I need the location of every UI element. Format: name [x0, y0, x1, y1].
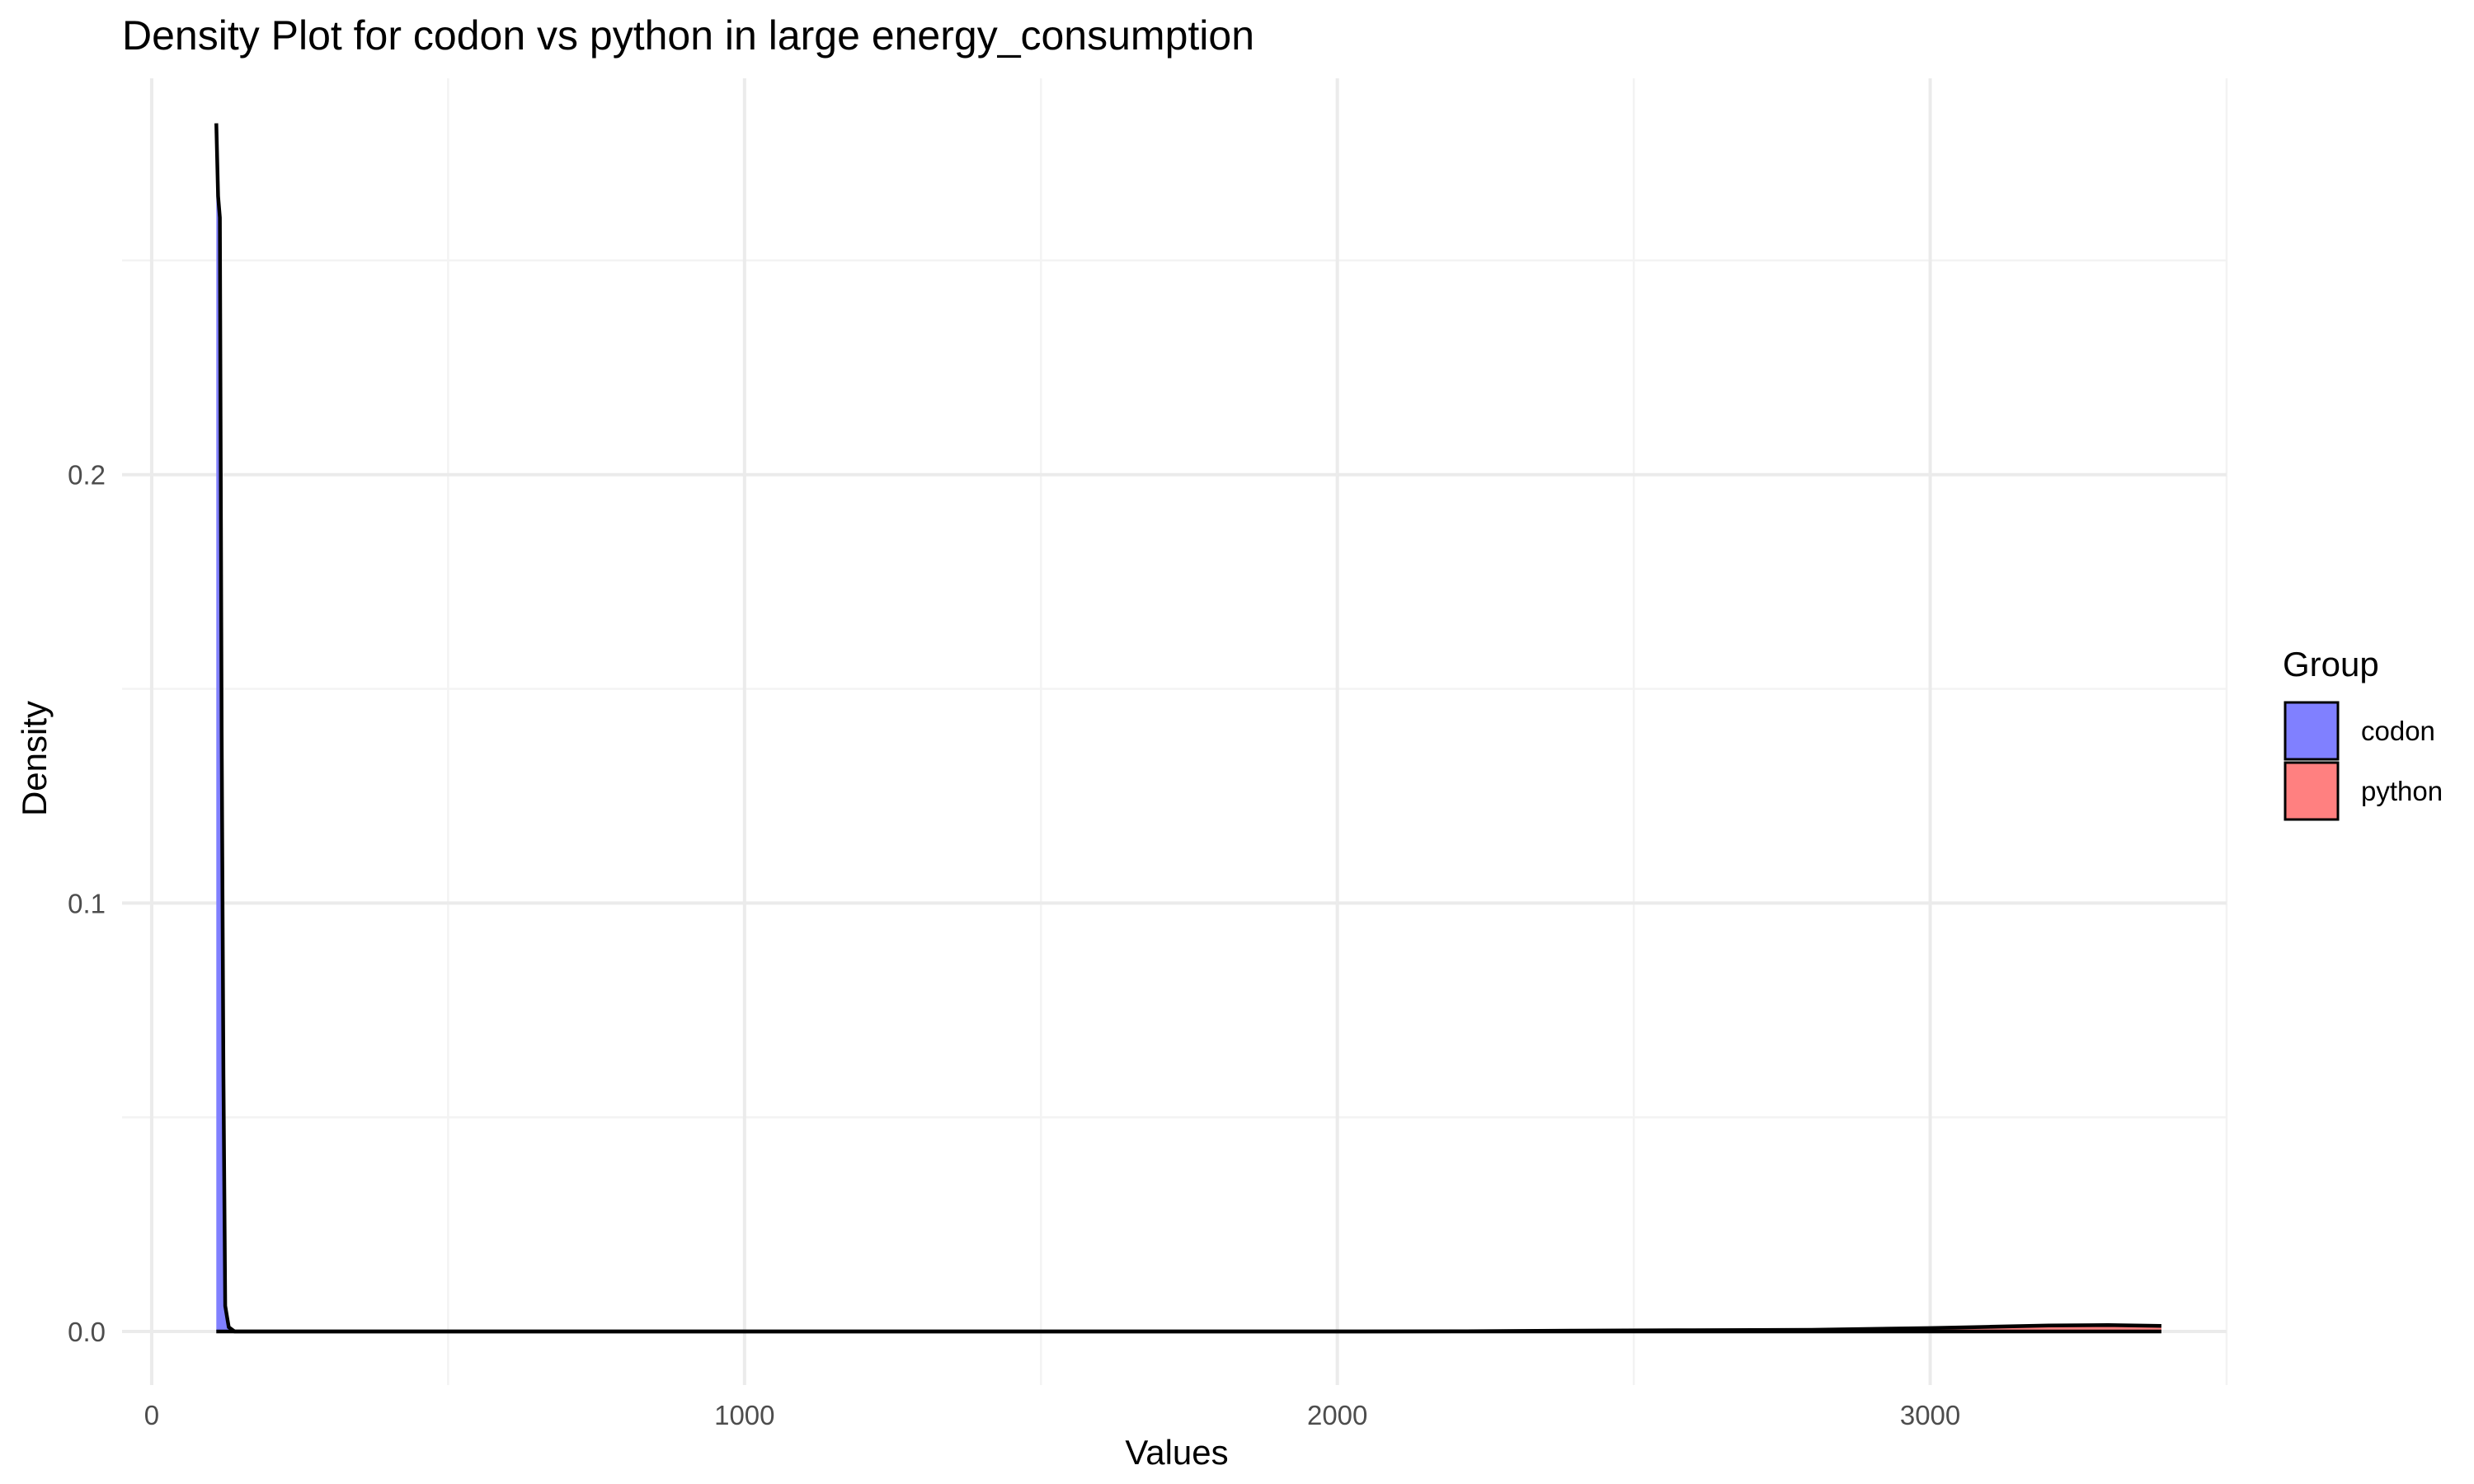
chart-title: Density Plot for codon vs python in larg… — [122, 12, 1254, 59]
y-tick-label-1: 0.1 — [68, 888, 106, 918]
grid-lines — [122, 78, 2228, 1385]
y-tick-label-0: 0.0 — [68, 1317, 106, 1347]
x-tick-label-0: 0 — [144, 1400, 159, 1430]
legend-swatch-python — [2284, 761, 2340, 821]
legend: Group codon python — [2283, 645, 2443, 821]
axes: 0 1000 2000 3000 0.0 0.1 0.2 — [68, 460, 1960, 1430]
y-axis-title: Density — [15, 701, 54, 816]
legend-label-python: python — [2361, 776, 2443, 806]
x-tick-label-1: 1000 — [714, 1400, 774, 1430]
density-line-codon — [214, 123, 2161, 1334]
x-tick-label-3: 3000 — [1900, 1400, 1960, 1430]
legend-swatch-codon — [2284, 701, 2340, 761]
x-tick-label-2: 2000 — [1307, 1400, 1367, 1430]
density-series — [214, 123, 2161, 1334]
density-area-codon — [216, 123, 2161, 1332]
y-tick-label-2: 0.2 — [68, 460, 106, 491]
legend-title: Group — [2283, 645, 2379, 683]
legend-label-codon: codon — [2361, 716, 2435, 746]
x-axis-title: Values — [1125, 1433, 1228, 1472]
